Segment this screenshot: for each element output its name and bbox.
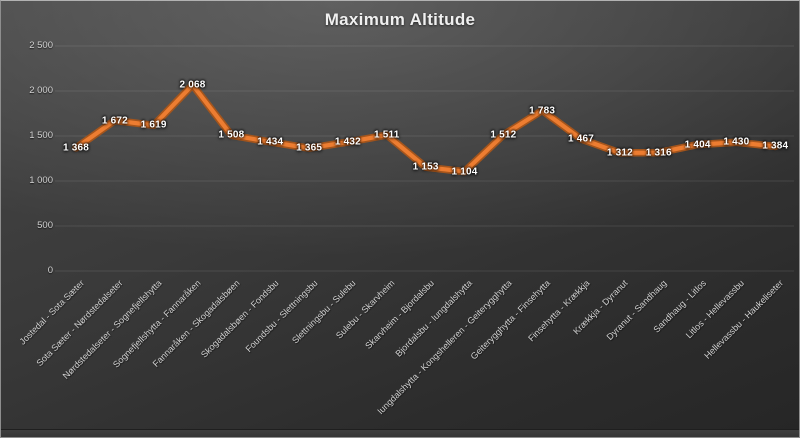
data-point-label: 1 153: [412, 161, 439, 173]
data-point-label: 1 511: [374, 129, 400, 141]
data-point-label: 1 432: [334, 136, 361, 148]
series-line: [73, 82, 778, 174]
y-axis-tick-label: 1 000: [29, 175, 53, 186]
data-point-label: 1 104: [451, 166, 478, 178]
y-axis-tick-label: 0: [47, 265, 53, 276]
data-point-label: 1 434: [257, 136, 284, 148]
data-point-label: 1 619: [140, 119, 167, 131]
data-point-label: 1 430: [723, 136, 750, 148]
data-point-label: 1 467: [568, 133, 595, 145]
data-point-label: 2 068: [179, 79, 206, 91]
data-point-label: 1 368: [62, 142, 90, 154]
y-axis-tick-label: 500: [37, 220, 53, 231]
data-point-label: 1 384: [762, 140, 789, 152]
y-axis-tick-label: 2 000: [29, 85, 53, 96]
chart-title: Maximum Altitude: [324, 10, 476, 29]
y-axis-tick-label: 1 500: [29, 130, 53, 141]
data-point-label: 1 404: [684, 139, 711, 151]
data-point-label: 1 365: [296, 142, 323, 154]
data-point-label: 1 312: [606, 147, 633, 159]
data-point-label: 1 512: [490, 129, 517, 141]
bottom-strip: [1, 429, 799, 437]
data-point-label: 1 672: [101, 115, 128, 127]
data-point-label: 1 783: [529, 105, 556, 117]
y-axis-tick-label: 2 500: [29, 40, 53, 51]
data-point-label: 1 316: [645, 147, 672, 159]
data-point-label: 1 508: [218, 129, 245, 141]
